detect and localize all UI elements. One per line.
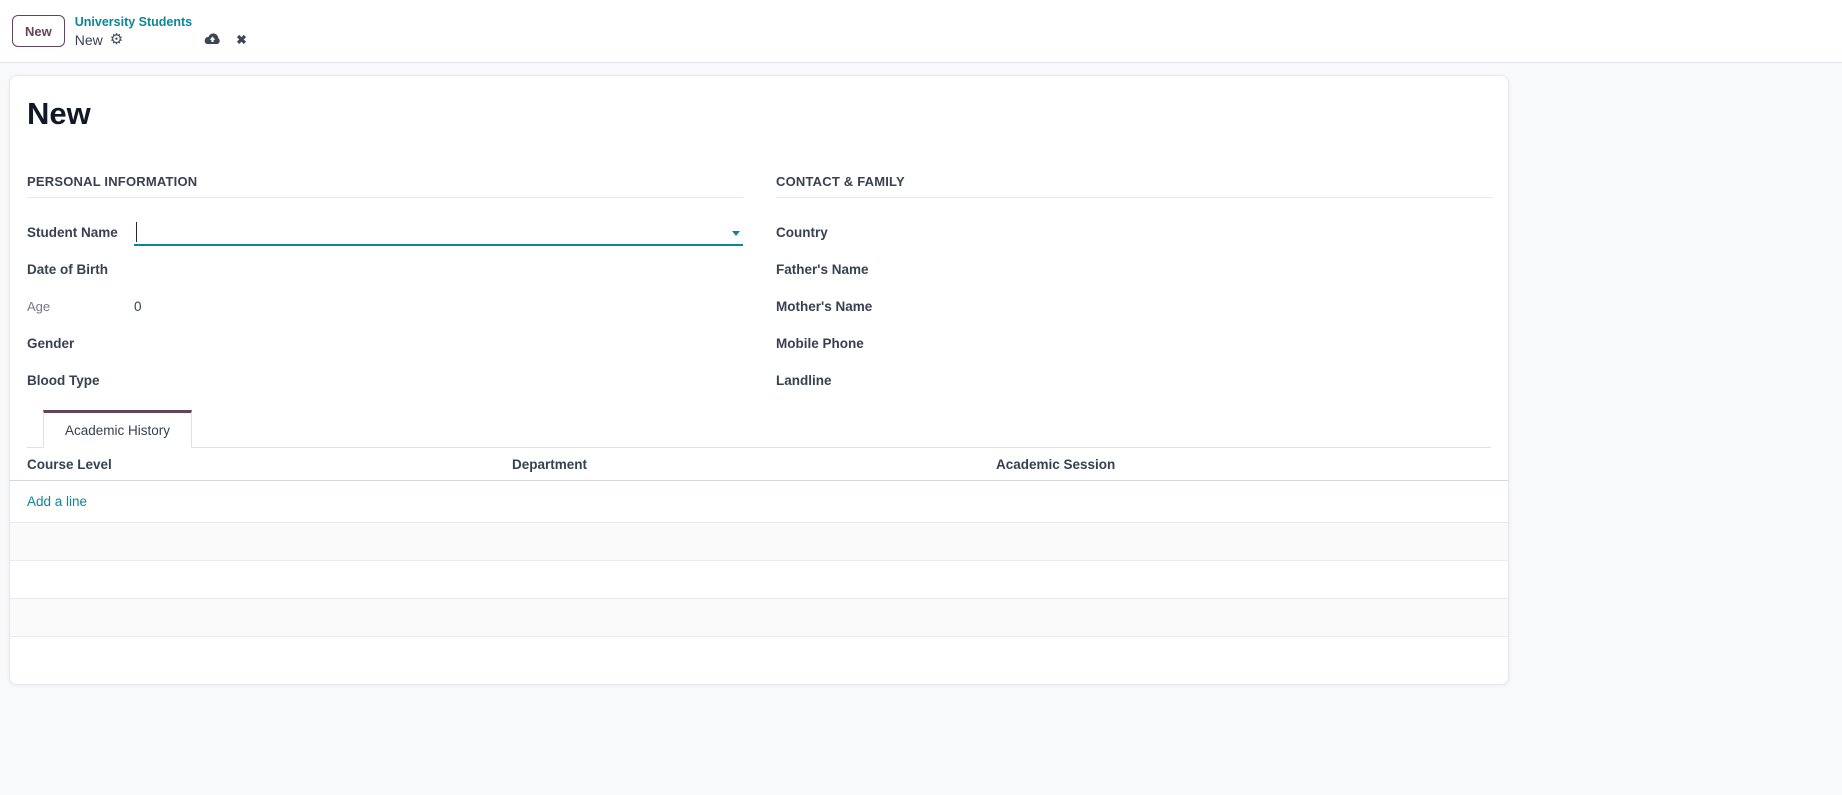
- field-row-blood-type: Blood Type: [27, 362, 743, 399]
- empty-table-row: [10, 599, 1508, 637]
- academic-history-table: Course Level Department Academic Session…: [10, 448, 1508, 684]
- field-row-mothers-name: Mother's Name: [776, 288, 1493, 325]
- discard-icon[interactable]: ✖: [236, 32, 247, 47]
- control-panel: New University Students New ⚙ ✖: [0, 0, 1842, 63]
- column-header-course-level[interactable]: Course Level: [27, 456, 112, 472]
- field-row-date-of-birth: Date of Birth: [27, 251, 743, 288]
- form-sheet: New PERSONAL INFORMATION Student Name Da…: [9, 75, 1509, 685]
- empty-table-row: [10, 637, 1508, 684]
- new-button[interactable]: New: [12, 15, 65, 47]
- blood-type-label: Blood Type: [27, 373, 100, 388]
- empty-table-row: [10, 561, 1508, 599]
- field-row-mobile-phone: Mobile Phone: [776, 325, 1493, 362]
- date-of-birth-label: Date of Birth: [27, 262, 108, 277]
- gear-icon[interactable]: ⚙: [109, 31, 124, 48]
- column-header-academic-session[interactable]: Academic Session: [996, 456, 1116, 472]
- notebook-tabs: Academic History: [27, 410, 1491, 448]
- field-row-student-name: Student Name: [27, 214, 743, 251]
- age-label: Age: [27, 299, 51, 314]
- mobile-phone-label: Mobile Phone: [776, 336, 864, 351]
- dropdown-caret-icon[interactable]: [732, 230, 740, 236]
- age-value: 0: [134, 299, 142, 314]
- notebook: Academic History Course Level Department…: [10, 410, 1508, 684]
- landline-label: Landline: [776, 373, 832, 388]
- empty-table-row: [10, 523, 1508, 561]
- personal-information-section: PERSONAL INFORMATION Student Name Date o…: [27, 174, 743, 399]
- student-name-label: Student Name: [27, 225, 118, 240]
- breadcrumb-parent-link[interactable]: University Students: [74, 14, 193, 29]
- gender-label: Gender: [27, 336, 75, 351]
- student-name-input[interactable]: [134, 219, 743, 243]
- field-row-country: Country: [776, 214, 1493, 251]
- breadcrumb: University Students New ⚙ ✖: [75, 15, 247, 48]
- table-row: Add a line: [10, 481, 1508, 523]
- section-title-personal-information: PERSONAL INFORMATION: [27, 174, 743, 198]
- text-cursor: [136, 221, 137, 242]
- add-a-line-link[interactable]: Add a line: [27, 494, 88, 509]
- breadcrumb-current: New: [74, 31, 103, 48]
- form-grid: PERSONAL INFORMATION Student Name Date o…: [27, 174, 1493, 399]
- section-title-contact-family: CONTACT & FAMILY: [776, 174, 1493, 198]
- country-label: Country: [776, 225, 828, 240]
- field-row-landline: Landline: [776, 362, 1493, 399]
- mothers-name-label: Mother's Name: [776, 299, 873, 314]
- fathers-name-label: Father's Name: [776, 262, 869, 277]
- student-name-field: [134, 219, 743, 246]
- contact-family-section: CONTACT & FAMILY Country Father's Name M…: [776, 174, 1493, 399]
- record-status-indicators: ✖: [203, 32, 247, 48]
- field-row-gender: Gender: [27, 325, 743, 362]
- save-cloud-icon[interactable]: [203, 32, 222, 47]
- table-header-row: Course Level Department Academic Session: [10, 448, 1508, 481]
- tab-academic-history[interactable]: Academic History: [43, 410, 193, 448]
- field-row-age: Age 0: [27, 288, 743, 325]
- record-title: New: [27, 96, 91, 131]
- field-row-fathers-name: Father's Name: [776, 251, 1493, 288]
- column-header-department[interactable]: Department: [512, 456, 588, 472]
